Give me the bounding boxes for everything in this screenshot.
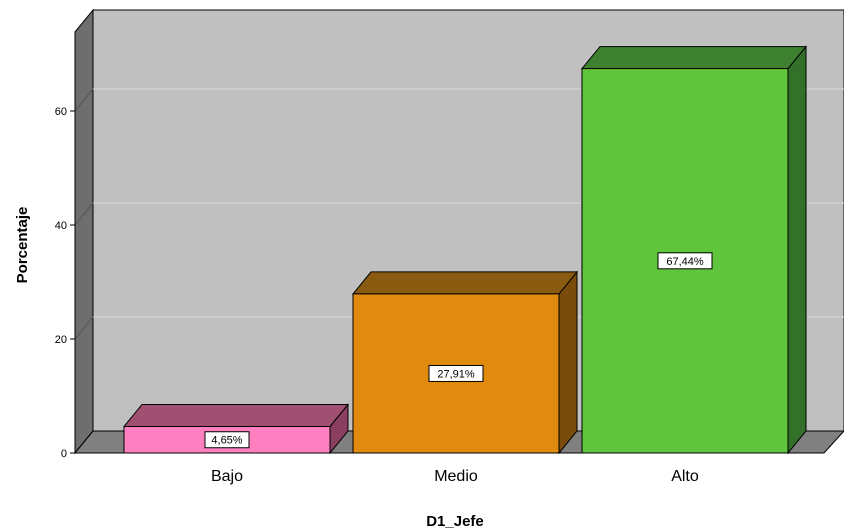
- y-tick-label-1: 20: [55, 334, 67, 346]
- data-label-box-0: [204, 431, 250, 449]
- x-tick-label-bajo: Bajo: [211, 468, 243, 485]
- y-axis: 0 20 40 60: [55, 32, 76, 460]
- x-tick-label-alto: Alto: [671, 468, 699, 485]
- left-wall: [74, 8, 94, 455]
- data-label-1: 27,91%: [437, 368, 475, 380]
- x-axis-title: D1_Jefe: [426, 513, 484, 530]
- y-tick-label-2: 40: [55, 220, 67, 232]
- data-label-box-2: [657, 252, 713, 270]
- y-axis-title: Porcentaje: [14, 207, 31, 284]
- gridline-side-1: [74, 316, 94, 340]
- gridline-side-2: [74, 202, 94, 226]
- bar-top-2: [580, 46, 808, 70]
- bar-medio: 27,91%: [351, 270, 579, 455]
- bar-side-1: [558, 270, 578, 455]
- y-tick-label-0: 0: [61, 448, 67, 460]
- bar-top-0: [122, 403, 350, 427]
- data-label-box-1: [428, 364, 484, 382]
- y-tick-label-3: 60: [55, 106, 67, 118]
- bars: 4,65% 27,91% 67,44%: [122, 45, 808, 455]
- bar-alto: 67,44%: [580, 45, 808, 455]
- bar-bajo: 4,65%: [122, 403, 350, 455]
- bar-top-1: [351, 271, 579, 295]
- bar-side-2: [787, 45, 807, 455]
- data-label-0: 4,65%: [211, 435, 242, 447]
- gridline-side-3: [74, 88, 94, 112]
- x-tick-label-medio: Medio: [434, 468, 478, 485]
- x-axis: Bajo Medio Alto: [211, 468, 699, 485]
- data-label-2: 67,44%: [666, 256, 704, 268]
